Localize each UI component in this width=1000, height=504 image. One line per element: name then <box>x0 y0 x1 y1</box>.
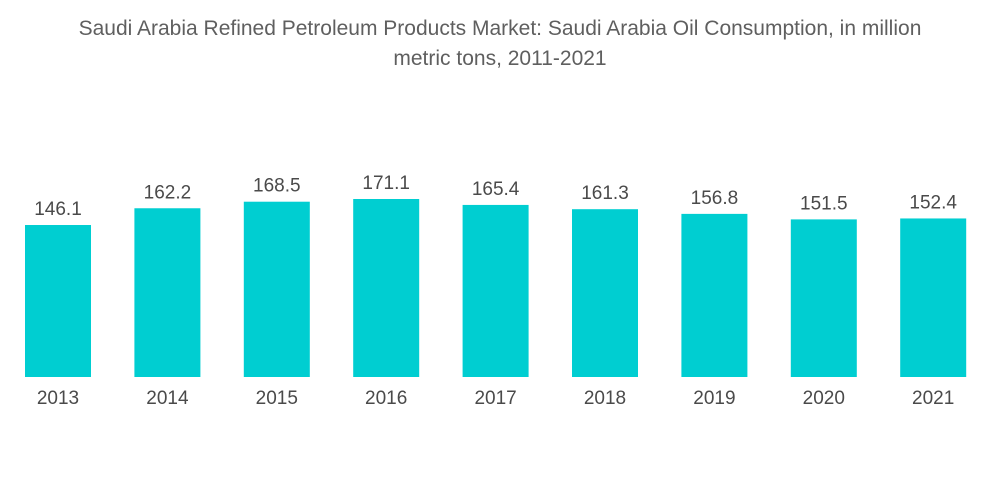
data-label-2015: 168.5 <box>253 176 301 197</box>
bar-2020 <box>790 219 857 377</box>
x-tick-label-2018: 2018 <box>584 388 626 409</box>
x-tick-label-2016: 2016 <box>365 388 407 409</box>
x-tick-label-2013: 2013 <box>37 388 79 409</box>
bar-2021 <box>900 218 967 377</box>
data-label-2017: 165.4 <box>472 179 520 200</box>
bar-2019 <box>681 213 748 377</box>
chart-title-line-1: Saudi Arabia Refined Petroleum Products … <box>78 17 922 40</box>
x-tick-label-2021: 2021 <box>912 388 954 409</box>
bar-2013 <box>25 225 91 377</box>
bar-2017 <box>462 204 529 377</box>
bar-2015 <box>243 201 310 377</box>
data-label-2021: 152.4 <box>909 192 957 213</box>
x-tick-label-2020: 2020 <box>803 388 845 409</box>
data-label-2019: 156.8 <box>691 188 739 209</box>
x-tick-label-2015: 2015 <box>256 388 298 409</box>
data-label-2020: 151.5 <box>800 193 848 214</box>
data-label-2013: 146.1 <box>34 199 82 220</box>
data-label-2016: 171.1 <box>362 173 410 194</box>
data-label-2018: 161.3 <box>581 183 629 204</box>
data-label-2014: 162.2 <box>144 182 192 203</box>
bar-2016 <box>353 199 420 377</box>
x-tick-label-2017: 2017 <box>474 388 516 409</box>
chart-title: Saudi Arabia Refined Petroleum Products … <box>0 14 1000 74</box>
bar-2018 <box>572 209 638 377</box>
chart-title-line-2: metric tons, 2011-2021 <box>393 47 607 70</box>
x-tick-label-2019: 2019 <box>693 388 735 409</box>
bar-2014 <box>134 208 201 377</box>
x-tick-label-2014: 2014 <box>146 388 189 409</box>
